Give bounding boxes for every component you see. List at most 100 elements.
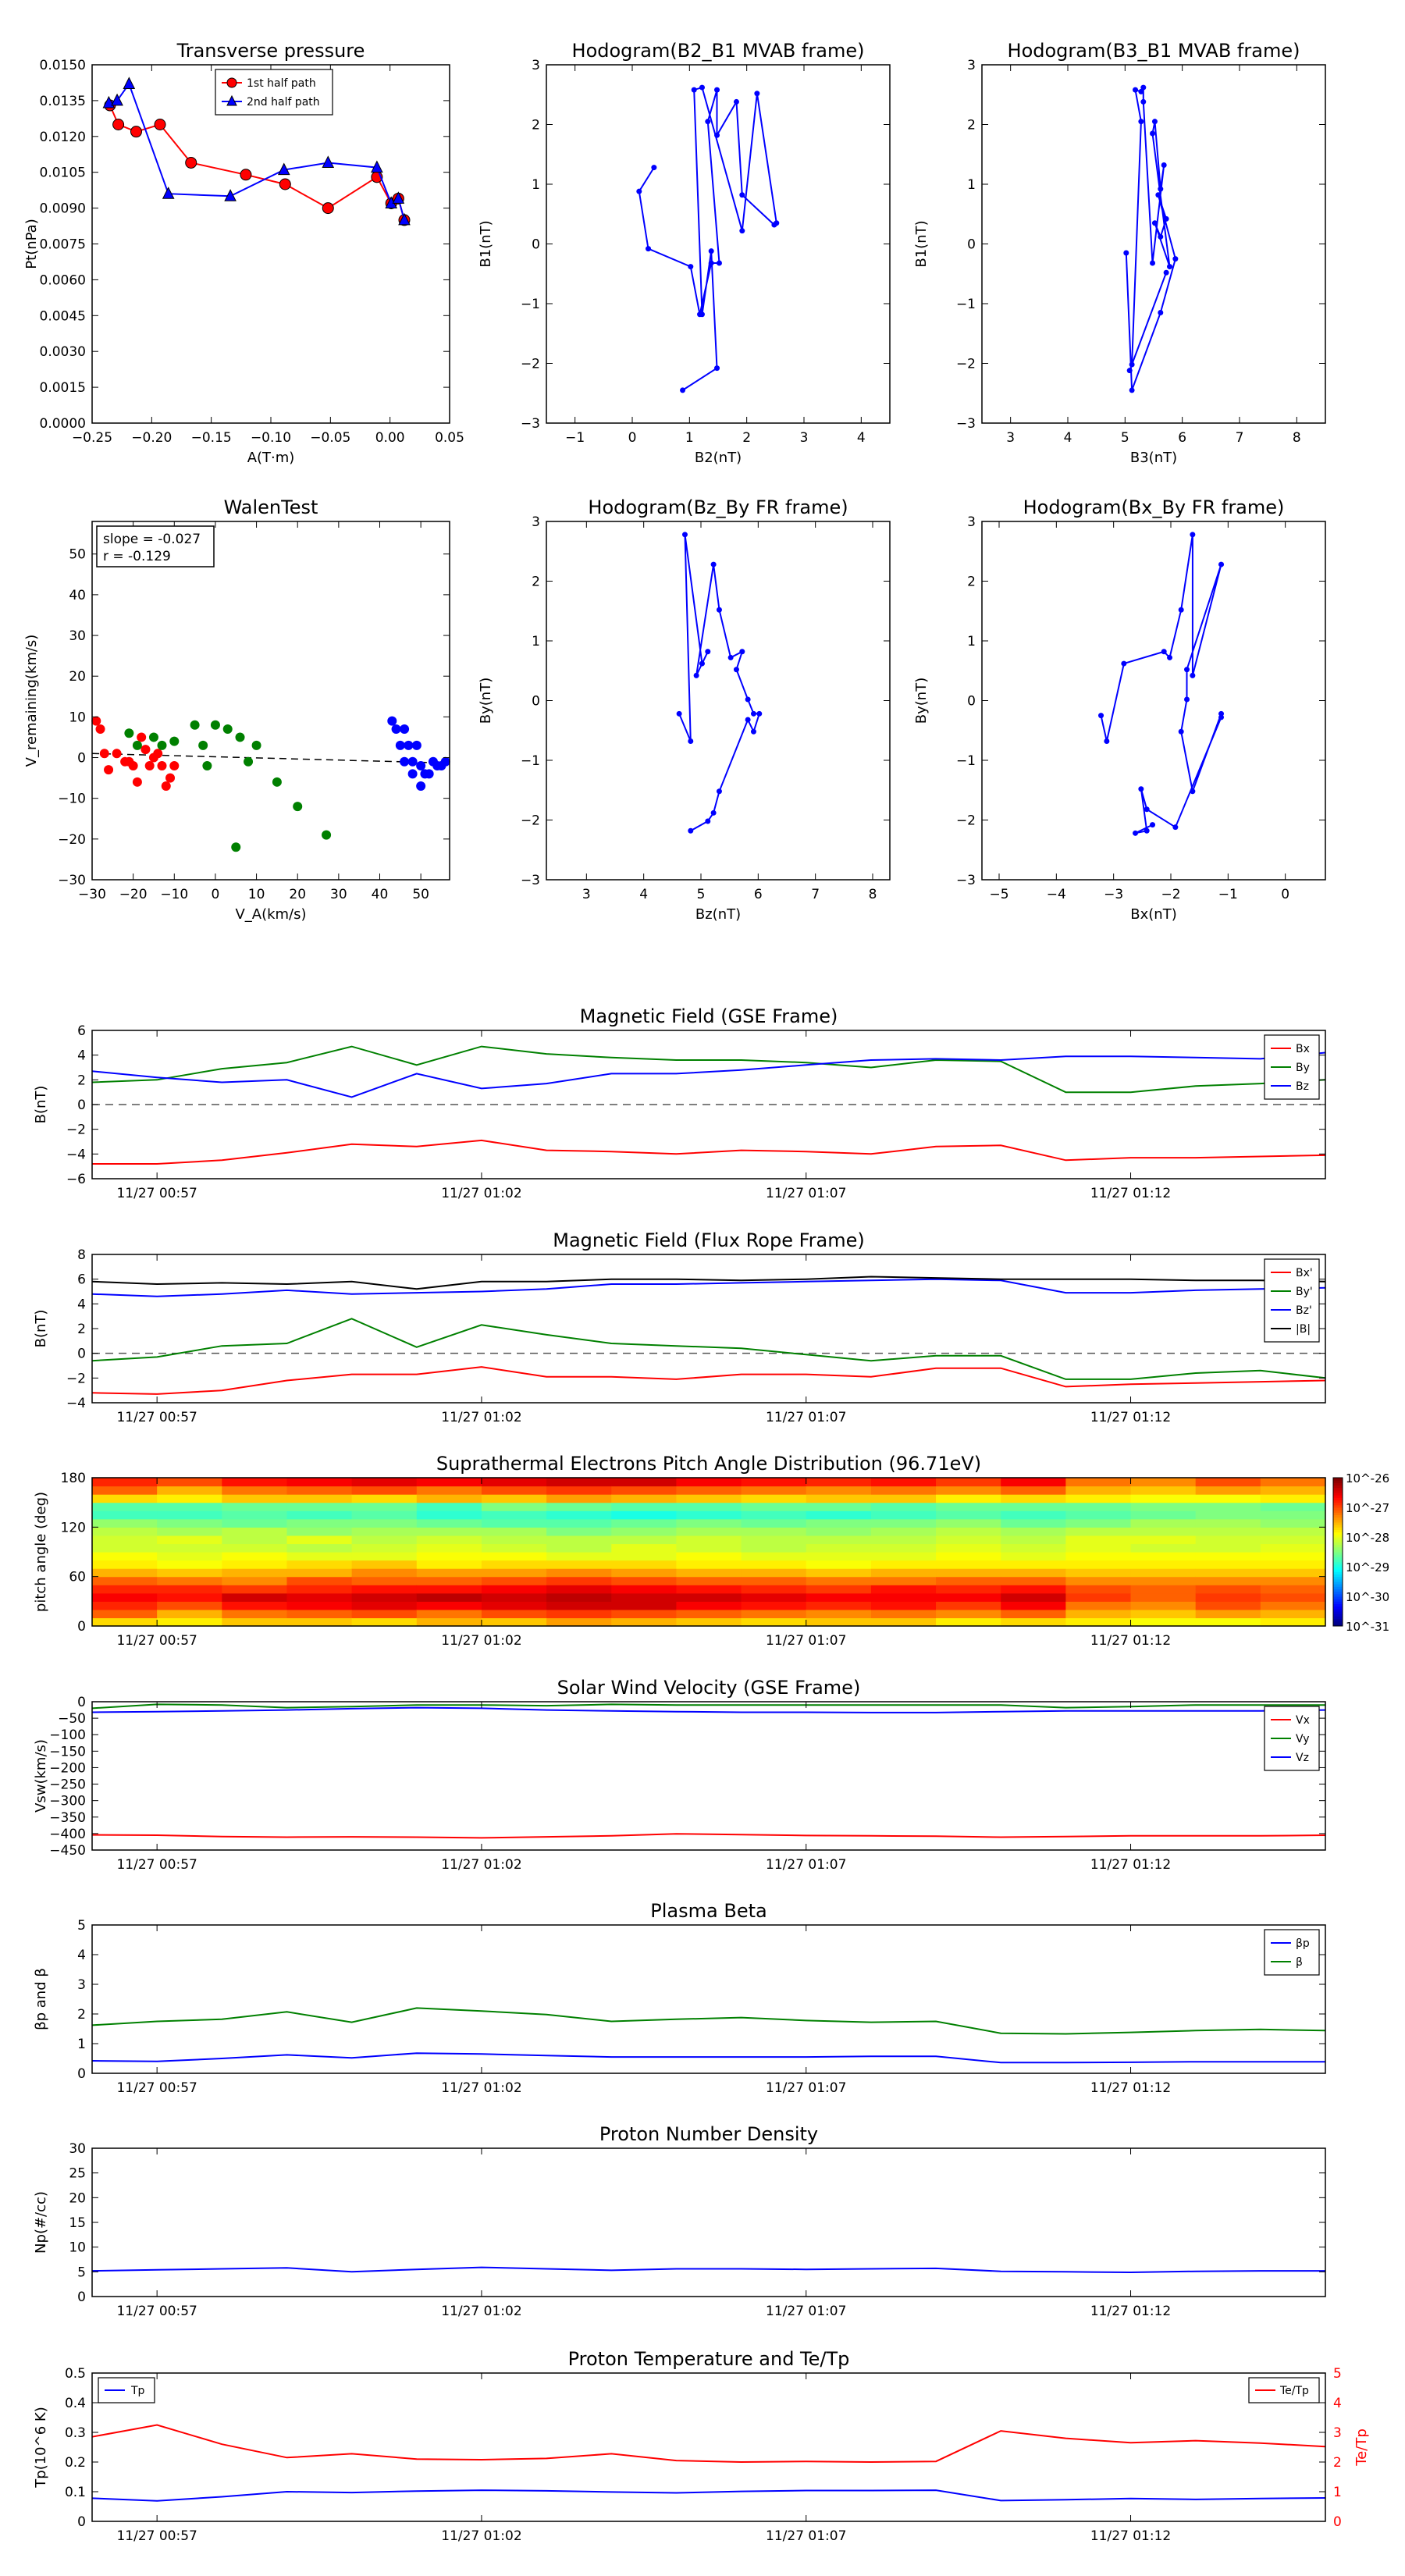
heatmap-cell [870,1552,937,1561]
heatmap-cell [741,1510,807,1520]
y-tick-label: 2 [532,118,540,133]
scatter-point [222,724,233,735]
right-axis-label: Te/Tp [1353,2428,1370,2467]
colorbar-segment [1333,1576,1343,1580]
data-point [1150,130,1156,137]
heatmap-cell [1130,1543,1197,1553]
heatmap-cell [1260,1592,1326,1602]
series-line [91,2052,1325,2064]
heatmap-cell [1130,1552,1197,1561]
heatmap-cell [222,1485,288,1495]
heatmap-cell [1195,1560,1261,1569]
heatmap-cell [870,1535,937,1545]
hodogram-b2-b1-panel: Hodogram(B2_B1 MVAB frame) −1 0 1 2 3 4 −3 −2 −1 0… [478,40,891,466]
data-point [733,667,739,673]
legend-label: By' [1296,1286,1313,1298]
colorbar-segment [1333,1485,1343,1489]
heatmap-cell [806,1576,872,1585]
data-point [699,311,705,318]
y-tick-label: 2 [967,118,976,133]
heatmap-cell [1260,1568,1326,1578]
heatmap-cell [741,1527,807,1536]
heatmap-cell [222,1609,288,1619]
data-point [1121,660,1127,667]
heatmap-cell [416,1494,482,1503]
plot-frame [91,1254,1326,1404]
scatter-point [293,802,303,812]
data-point [1129,361,1135,368]
colorbar-segment [1333,1567,1343,1570]
data-point [699,660,705,667]
heatmap-cell [92,1543,158,1553]
data-point [750,710,756,717]
heatmap-cell [870,1510,937,1520]
heatmap-cell [870,1585,937,1594]
colorbar-tick-label: 10^-28 [1346,1531,1389,1545]
colorbar-frame [1332,1477,1343,1627]
x-tick-label: 11/27 01:07 [766,1857,846,1873]
heatmap-cell [1001,1510,1066,1520]
data-point [716,260,722,266]
data-point [739,649,745,655]
y-axis-label: V_remaining(km/s) [23,635,40,767]
heatmap-cell [1195,1494,1261,1503]
colorbar-segment [1333,1564,1343,1567]
colorbar-segment [1333,1591,1343,1595]
scatter-point [128,760,138,770]
x-tick-label: 11/27 01:12 [1090,2528,1171,2544]
legend-label: Tp [130,2385,145,2397]
y-tick-label: −100 [49,1727,86,1743]
legend-label: βp [1296,1937,1310,1950]
x-tick-label: 10 [248,887,265,902]
heatmap-cell [351,1552,418,1561]
y-axis-label: B(nT) [33,1310,49,1348]
y-tick-label: 0 [967,237,976,253]
heatmap-cell [157,1485,222,1495]
heatmap-cell [936,1485,1001,1495]
data-point [1123,250,1129,256]
heatmap-cell [92,1494,158,1503]
x-tick-label: −0.25 [72,430,112,446]
x-tick-label: 11/27 00:57 [116,1633,197,1649]
heatmap-cell [222,1552,288,1561]
scatter-point [404,740,414,750]
heatmap-cell [416,1568,482,1578]
y-tick-label: −20 [58,832,86,848]
y-tick-label: 0.0060 [40,272,86,288]
colorbar-segment [1333,1525,1343,1528]
fit-line [91,753,450,764]
heatmap-cell [611,1576,678,1585]
scatter-point [231,842,241,852]
heatmap-cell [611,1617,678,1627]
heatmap-cell [1130,1478,1197,1487]
scatter-point [190,720,200,730]
data-point [705,119,711,125]
heatmap-cell [806,1494,872,1503]
y-tick-label: −2 [66,1371,86,1386]
plot-frame [91,2372,1326,2522]
heatmap-cell [416,1617,482,1627]
heatmap-cell [676,1478,742,1487]
heatmap-cell [546,1535,612,1545]
data-point [708,260,714,266]
panel-title: WalenTest [224,496,318,518]
y-tick-label: 3 [967,514,976,530]
data-point [681,532,688,538]
panel-title: Hodogram(Bx_By FR frame) [1023,496,1285,518]
x-tick-label: 3 [1006,430,1015,446]
heatmap-cell [1260,1527,1326,1536]
heatmap-cell [286,1543,353,1553]
heatmap-cell [92,1478,158,1487]
heatmap-cell [416,1478,482,1487]
colorbar-segment [1333,1489,1343,1493]
data-point [392,191,405,204]
panel-title: Hodogram(B2_B1 MVAB frame) [572,40,865,62]
data-point [651,165,657,171]
colorbar-tick-label: 10^-31 [1346,1620,1389,1634]
x-tick-label: 6 [1178,430,1186,446]
y-tick-label: 4 [77,1297,86,1312]
heatmap-cell [1001,1617,1066,1627]
transverse-pressure-panel: Transverse pressure −0.25 −0.20 −0.15 −0.10 −… [23,40,464,466]
series-line [91,2266,1325,2274]
heatmap-cell [481,1601,547,1610]
